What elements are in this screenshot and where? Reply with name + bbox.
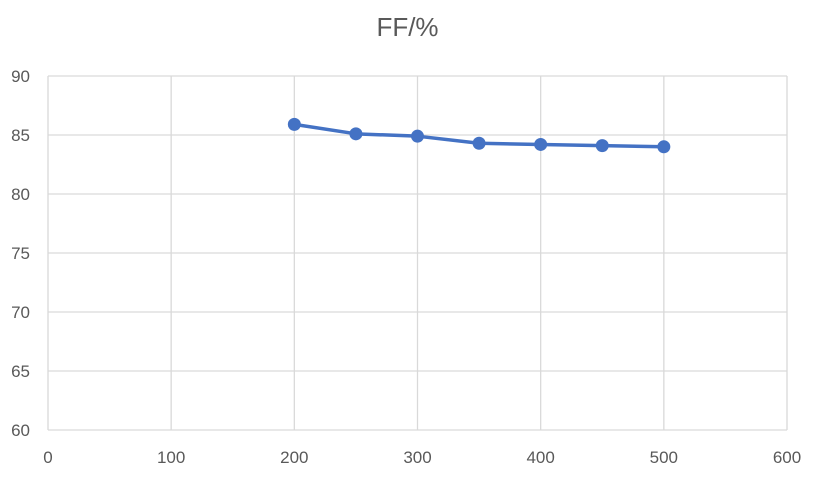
chart-title: FF/% xyxy=(376,12,439,42)
data-point xyxy=(287,117,301,131)
x-tick-label: 400 xyxy=(526,448,554,467)
x-tick-label: 0 xyxy=(43,448,52,467)
data-point xyxy=(349,127,363,141)
x-tick-label: 200 xyxy=(280,448,308,467)
data-point xyxy=(595,139,609,153)
series-layer xyxy=(287,117,671,154)
x-tick-label: 300 xyxy=(403,448,431,467)
y-tick-label: 65 xyxy=(11,362,30,381)
y-tick-label: 60 xyxy=(11,421,30,440)
data-point xyxy=(534,137,548,151)
data-point xyxy=(657,140,671,154)
grid xyxy=(47,75,788,431)
y-tick-label: 85 xyxy=(11,126,30,145)
y-tick-label: 75 xyxy=(11,244,30,263)
y-tick-label: 80 xyxy=(11,185,30,204)
tick-labels: 60 65 70 75 80 85 90 0 100 200 300 400 500 600 xyxy=(11,67,801,467)
data-point xyxy=(472,136,486,150)
y-tick-label: 70 xyxy=(11,303,30,322)
x-tick-label: 600 xyxy=(773,448,801,467)
data-point xyxy=(411,129,424,143)
y-tick-label: 90 xyxy=(11,67,30,86)
x-tick-label: 500 xyxy=(650,448,678,467)
x-tick-label: 100 xyxy=(157,448,185,467)
